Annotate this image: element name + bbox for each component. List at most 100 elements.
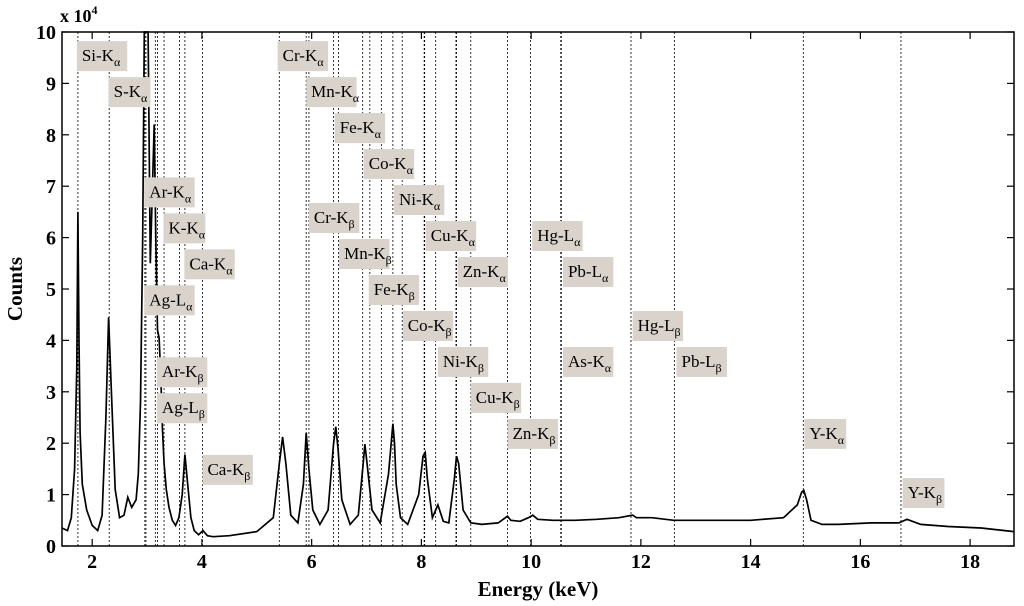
- emission-label-text: Ag-Lβ: [162, 398, 205, 421]
- emission-label-background: [144, 285, 195, 316]
- emission-label-background: [507, 418, 558, 449]
- emission-label-background: [902, 478, 945, 509]
- emission-label: Zn-Kβ: [507, 418, 558, 449]
- y-tick-label: 10: [36, 22, 56, 44]
- emission-label-text: Ar-Kβ: [162, 362, 204, 385]
- emission-label: Fe-Kβ: [368, 275, 420, 305]
- emission-label-text: S-Kα: [114, 82, 148, 105]
- emission-label-text: Mn-Kβ: [344, 244, 392, 267]
- emission-label-text: Ni-Kβ: [443, 352, 484, 375]
- emission-label: Zn-Kα: [457, 257, 509, 288]
- emission-label-background: [457, 257, 509, 288]
- emission-label-text: Fe-Kβ: [374, 280, 415, 303]
- emission-label: Ni-Kβ: [437, 346, 489, 377]
- x-tick-label: 10: [521, 551, 541, 573]
- emission-label-text: K-Kα: [169, 218, 206, 241]
- emission-label-background: [108, 77, 151, 108]
- y-axis: 0 1 2 3 4 5 6 7 8 9 10: [36, 22, 1014, 558]
- emission-label: Cr-Kβ: [308, 203, 360, 234]
- emission-label-background: [676, 346, 727, 377]
- x-tick-label: 6: [307, 551, 317, 573]
- emission-label: Co-Kβ: [402, 310, 454, 341]
- y-tick-label: 4: [46, 330, 56, 352]
- emission-label: Y-Kα: [804, 418, 847, 449]
- y-tick-label: 0: [46, 536, 56, 558]
- emission-label-text: Fe-Kα: [340, 118, 382, 141]
- x-tick-label: 12: [631, 551, 651, 573]
- emission-label-background: [163, 213, 206, 244]
- emission-label: As-Kα: [562, 346, 614, 377]
- emission-line-labels: Si-Kα S-Kα Ar-Kα K-Kα Ca-Kα Ag-Lα Ar-Kβ Ag-Lβ Ca…: [76, 41, 945, 509]
- emission-label-text: Hg-Lβ: [638, 316, 681, 339]
- emission-label-text: Co-Kα: [369, 154, 414, 177]
- emission-label: Hg-Lβ: [632, 310, 684, 341]
- emission-label-background: [368, 275, 420, 305]
- emission-label-text: Zn-Kβ: [513, 424, 556, 447]
- emission-label-background: [632, 310, 684, 341]
- emission-label-background: [184, 249, 235, 280]
- emission-label-text: Zn-Kα: [463, 262, 507, 285]
- emission-label: Hg-Lα: [532, 221, 583, 252]
- emission-label: K-Kα: [163, 213, 206, 244]
- emission-label: Y-Kβ: [902, 478, 945, 509]
- y-tick-label: 5: [46, 279, 56, 301]
- emission-label: Ca-Kα: [184, 249, 235, 280]
- emission-label-text: Y-Kα: [809, 424, 844, 447]
- emission-label-text: Mn-Kα: [311, 82, 360, 105]
- emission-label-text: Ca-Kβ: [207, 460, 250, 483]
- emission-label-text: Cr-Kβ: [314, 208, 355, 231]
- emission-label: Cu-Kβ: [470, 382, 522, 413]
- emission-label-background: [306, 77, 357, 108]
- emission-label: Mn-Kα: [306, 77, 360, 108]
- x-tick-label: 18: [960, 551, 980, 573]
- emission-label-background: [277, 41, 329, 72]
- emission-label: Mn-Kβ: [339, 239, 392, 270]
- emission-label-background: [334, 113, 386, 144]
- emission-label-background: [363, 149, 415, 180]
- emission-label: Co-Kα: [363, 149, 415, 180]
- y-tick-label: 9: [46, 73, 56, 95]
- emission-label: Cr-Kα: [277, 41, 329, 72]
- x-tick-label: 2: [87, 551, 97, 573]
- emission-label-background: [156, 357, 208, 388]
- emission-label-background: [532, 221, 583, 252]
- y-tick-label: 8: [46, 125, 56, 147]
- y-tick-label: 3: [46, 382, 56, 404]
- emission-label-text: Y-Kβ: [908, 483, 942, 506]
- x-tick-label: 4: [197, 551, 207, 573]
- emission-label-text: Ni-Kα: [399, 190, 441, 213]
- emission-label-text: Cr-Kα: [283, 46, 325, 69]
- y-tick-label: 2: [46, 433, 56, 455]
- emission-label-background: [425, 221, 477, 252]
- emission-label-text: Cu-Kβ: [476, 388, 520, 411]
- x-tick-label: 8: [416, 551, 426, 573]
- emission-label-background: [144, 177, 195, 208]
- emission-label-text: Si-Kα: [82, 46, 121, 69]
- emission-label-background: [562, 346, 614, 377]
- emission-label-text: Ag-Lα: [149, 290, 193, 313]
- y-multiplier-exponent: 4: [92, 3, 98, 17]
- emission-label-background: [470, 382, 522, 413]
- emission-label-background: [402, 310, 454, 341]
- emission-label-background: [437, 346, 489, 377]
- y-tick-label: 1: [46, 485, 56, 507]
- emission-label: Fe-Kα: [334, 113, 386, 144]
- emission-label-background: [76, 41, 128, 72]
- emission-label-text: Ar-Kα: [149, 182, 192, 205]
- emission-label-background: [804, 418, 847, 449]
- emission-label-text: Pb-Lβ: [682, 352, 722, 375]
- emission-label-background: [562, 257, 614, 288]
- emission-label-background: [202, 454, 253, 485]
- x-axis: 2 4 6 8 10 12 14 16 18: [87, 32, 980, 573]
- y-tick-label: 7: [46, 176, 56, 198]
- x-tick-label: 16: [850, 551, 870, 573]
- emission-label-text: Hg-Lα: [537, 226, 581, 249]
- emission-label-background: [393, 185, 445, 216]
- y-multiplier-label: x 104: [60, 3, 98, 26]
- emission-label: Pb-Lβ: [676, 346, 727, 377]
- y-tick-label: 6: [46, 228, 56, 250]
- emission-label: S-Kα: [108, 77, 151, 108]
- emission-label-text: Ca-Kα: [189, 254, 233, 277]
- emission-label-text: Cu-Kα: [431, 226, 476, 249]
